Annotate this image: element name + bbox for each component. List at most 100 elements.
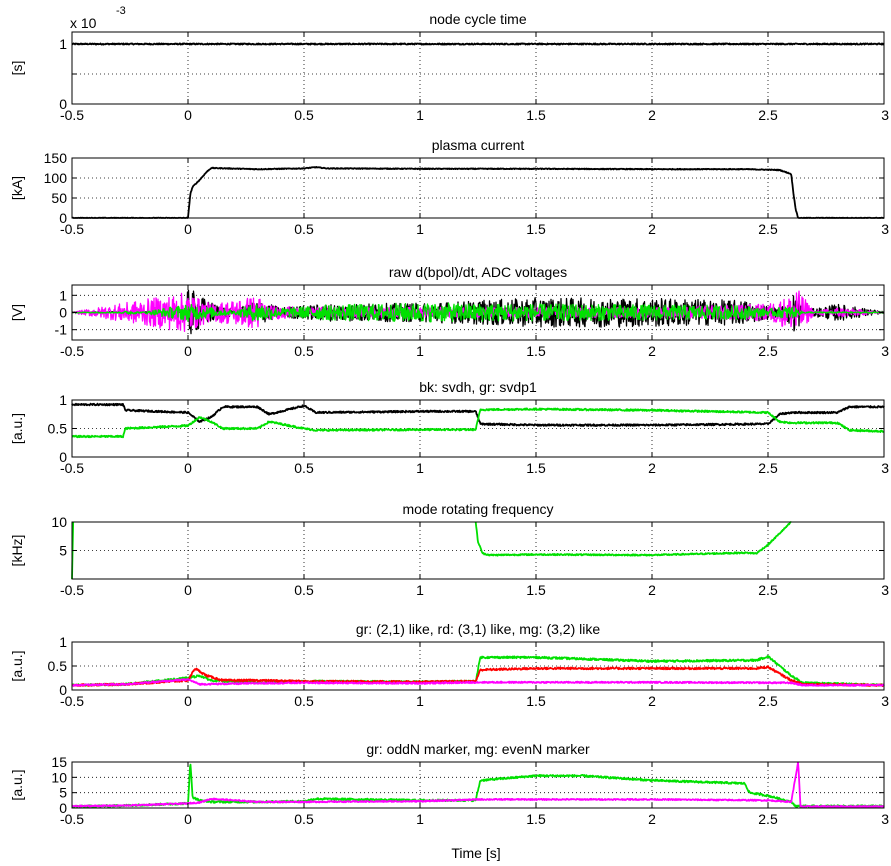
x-tick-label: 2.5 (758, 343, 778, 359)
x-tick-label: 1.5 (526, 582, 546, 598)
y-tick-label: 15 (51, 754, 67, 770)
x-axis: -0.5 0 0.5 1 1.5 2 2.5 3 (60, 642, 889, 709)
x-tick-label: 2.5 (758, 460, 778, 476)
subplot-6: gr: (2,1) like, rd: (3,1) like, mg: (3,2… (9, 621, 889, 709)
y-tick-label: 1 (59, 392, 67, 408)
y-axis: -10 1 (55, 287, 884, 338)
x-tick-label: 2.5 (758, 582, 778, 598)
x-tick-label: 2.5 (758, 107, 778, 123)
x-tick-label: 1 (416, 811, 424, 827)
y-tick-label: 1 (59, 36, 67, 52)
y-axis-label: [s] (9, 61, 25, 76)
axes-box (71, 399, 885, 458)
x-tick-label: 0 (184, 107, 192, 123)
plot-title: mode rotating frequency (403, 501, 554, 517)
y-axis: 5 10 (51, 514, 884, 559)
x-tick-label: 3 (881, 582, 889, 598)
x-tick-label: 2 (648, 811, 656, 827)
y-tick-label: 0 (59, 210, 67, 226)
subplot-4: bk: svdh, gr: svdp1-0.5 0 0.5 1 1.5 2 2.5 300.5… (9, 379, 889, 476)
y-tick-label: 10 (51, 769, 67, 785)
x-tick-label: 1 (416, 107, 424, 123)
x-tick-label: 0.5 (294, 693, 314, 709)
x-tick-label: -0.5 (60, 107, 84, 123)
x-tick-label: -0.5 (60, 343, 84, 359)
x-tick-label: -0.5 (60, 460, 84, 476)
x-tick-label: 0 (184, 811, 192, 827)
series-line-1 (71, 655, 885, 687)
x-tick-label: 1.5 (526, 693, 546, 709)
y-axis: 0 50 100 150 (44, 150, 884, 226)
x-tick-label: 0 (184, 693, 192, 709)
series-group (71, 402, 885, 439)
y-axis-label: [kA] (9, 176, 25, 200)
series-group (71, 42, 885, 46)
y-axis: 00.51 (48, 634, 884, 698)
x-tick-label: 0 (184, 221, 192, 237)
x-tick-label: 1.5 (526, 811, 546, 827)
y-tick-label: 10 (51, 514, 67, 530)
plot-title: bk: svdh, gr: svdp1 (419, 379, 537, 395)
x-tick-label: 2 (648, 221, 656, 237)
x-tick-label: 1 (416, 343, 424, 359)
x-tick-label: 0.5 (294, 221, 314, 237)
x-tick-label: 2 (648, 693, 656, 709)
y-axis-label: [a.u.] (9, 650, 25, 681)
x-tick-label: 3 (881, 221, 889, 237)
x-tick-label: 0.5 (294, 811, 314, 827)
x-tick-label: 3 (881, 693, 889, 709)
x-tick-label: 3 (881, 343, 889, 359)
x-tick-label: -0.5 (60, 811, 84, 827)
series-line-1 (71, 42, 885, 46)
x-tick-label: 2.5 (758, 811, 778, 827)
series-line-2 (71, 761, 885, 808)
x-tick-label: 0 (184, 343, 192, 359)
x-axis: -0.5 0 0.5 1 1.5 2 2.5 3 (60, 158, 889, 237)
plot-title: raw d(bpol)/dt, ADC voltages (389, 264, 567, 280)
y-axis-label: [a.u.] (9, 769, 25, 800)
x-tick-label: 3 (881, 811, 889, 827)
x-axis: -0.5 0 0.5 1 1.5 2 2.5 3 (60, 32, 889, 123)
series-line-3 (71, 302, 885, 323)
y-tick-label: -1 (55, 322, 68, 338)
x-tick-label: 1 (416, 460, 424, 476)
x-tick-label: 2.5 (758, 693, 778, 709)
x-tick-label: 0.5 (294, 460, 314, 476)
x-tick-label: 0.5 (294, 343, 314, 359)
series-line-3 (71, 678, 885, 687)
x-axis: -0.5 0 0.5 1 1.5 2 2.5 3 (60, 285, 889, 359)
series-group (71, 166, 885, 219)
plot-title: node cycle time (429, 11, 526, 27)
series-line-2 (71, 407, 885, 439)
y-tick-label: 150 (44, 150, 68, 166)
x-tick-label: 1.5 (526, 460, 546, 476)
x-axis: -0.5 0 0.5 1 1.5 2 2.5 3 (60, 400, 889, 476)
grid (72, 522, 884, 579)
y-axis-label: [a.u.] (9, 413, 25, 444)
x-tick-label: 2 (648, 460, 656, 476)
series-group (71, 521, 792, 580)
y-axis-label: [V] (9, 304, 25, 321)
y-axis: 00.51 (48, 392, 884, 465)
x-tick-label: 1 (416, 582, 424, 598)
y-tick-label: 0 (59, 449, 67, 465)
subplot-3: raw d(bpol)/dt, ADC voltages -0.5 0 0.5 1 1.5… (9, 264, 889, 359)
x-tick-label: 0.5 (294, 107, 314, 123)
grid (72, 762, 884, 808)
series-group (71, 655, 885, 688)
series-group (71, 761, 885, 809)
x-tick-label: 3 (881, 460, 889, 476)
series-group (71, 289, 885, 335)
x-tick-label: -0.5 (60, 582, 84, 598)
x-tick-label: 2 (648, 107, 656, 123)
y-tick-label: 0 (59, 800, 67, 816)
plot-title: gr: oddN marker, mg: evenN marker (366, 741, 590, 757)
x-tick-label: 2 (648, 343, 656, 359)
plot-title: plasma current (432, 137, 525, 153)
y-tick-label: 0 (59, 682, 67, 698)
grid (72, 400, 884, 457)
subplot-7: gr: oddN marker, mg: evenN marker-0.5 0 0.… (9, 741, 889, 827)
